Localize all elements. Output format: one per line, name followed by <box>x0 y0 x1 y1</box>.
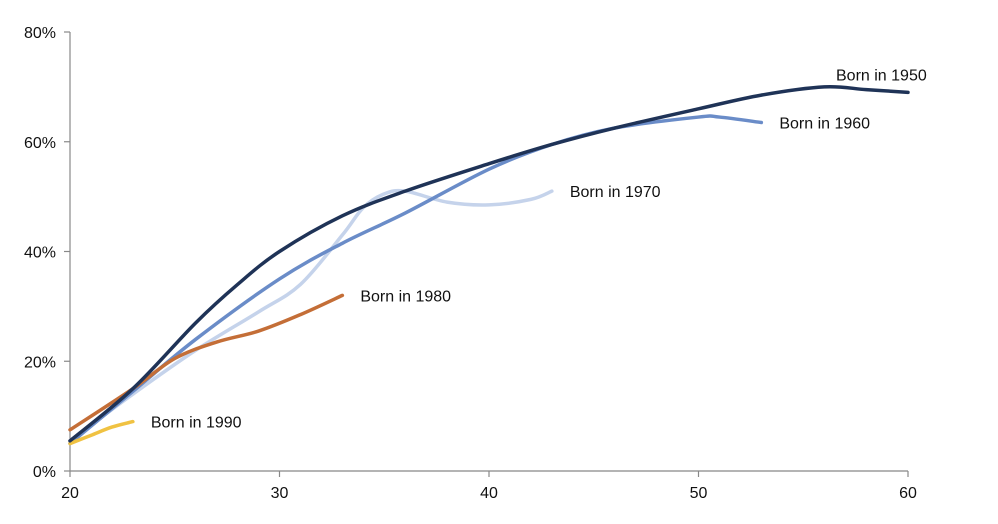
series-label-born-in-1960: Born in 1960 <box>779 116 870 133</box>
series-line-born-in-1960 <box>68 114 764 446</box>
x-tick-label: 30 <box>271 485 289 502</box>
series-line-born-in-1990 <box>68 419 135 446</box>
axes <box>69 32 908 472</box>
x-tick-label: 20 <box>61 485 79 502</box>
y-tick-label: 80% <box>24 25 56 42</box>
x-tick-label: 50 <box>690 485 708 502</box>
series-label-born-in-1970: Born in 1970 <box>570 184 661 201</box>
y-tick-label: 60% <box>24 135 56 152</box>
y-tick-label: 40% <box>24 245 56 262</box>
x-tick-label: 60 <box>899 485 917 502</box>
series-labels: Born in 1950 Born in 1960 Born in 1970 Born… <box>151 67 927 431</box>
series-line-born-in-1950 <box>68 84 910 443</box>
series-label-born-in-1990: Born in 1990 <box>151 415 242 432</box>
series-label-born-in-1950: Born in 1950 <box>836 67 927 84</box>
series-label-born-in-1980: Born in 1980 <box>360 288 451 305</box>
series-lines <box>68 84 910 446</box>
x-tick-label: 40 <box>480 485 498 502</box>
ticks: 0% 20% 40% 60% 80% 20 30 40 50 60 <box>24 25 917 502</box>
y-tick-label: 0% <box>33 464 56 481</box>
y-tick-label: 20% <box>24 354 56 371</box>
series-line-born-in-1970 <box>68 188 554 443</box>
